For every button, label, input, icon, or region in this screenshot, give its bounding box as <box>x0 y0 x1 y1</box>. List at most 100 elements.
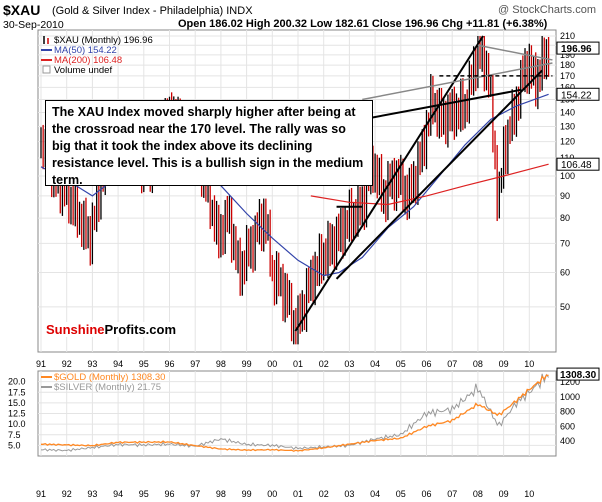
gold-value-label: 1308.30 <box>560 370 597 381</box>
main-y-tick-label: 180 <box>560 60 575 70</box>
main-y-tick-label: 130 <box>560 122 575 132</box>
main-x-tick-label: 95 <box>139 359 149 369</box>
stockcharts-watermark: @ StockCharts.com <box>498 4 596 16</box>
sub-legend-entry: $SILVER (Monthly) 21.75 <box>54 382 161 393</box>
main-x-tick-label: 92 <box>62 359 72 369</box>
sub-y-left-tick-label: 20.0 <box>8 377 26 387</box>
silver-line <box>41 373 549 452</box>
sub-x-tick-label: 93 <box>87 489 97 499</box>
sub-y-right-tick-label: 600 <box>560 421 575 431</box>
sub-y-left-tick-label: 12.5 <box>8 409 26 419</box>
sub-x-tick-label: 03 <box>344 489 354 499</box>
logo-part-sunshine: Sunshine <box>46 322 105 337</box>
logo-part-profits: Profits.com <box>104 322 177 337</box>
main-y-tick-label: 210 <box>560 31 575 41</box>
main-x-tick-label: 05 <box>396 359 406 369</box>
sub-x-tick-label: 05 <box>396 489 406 499</box>
sub-x-tick-label: 95 <box>139 489 149 499</box>
price-label-box <box>556 41 600 55</box>
legend-entry: MA(50) 154.22 <box>54 45 117 56</box>
ma200-line <box>310 163 549 206</box>
sub-x-tick-label: 06 <box>422 489 432 499</box>
sub-x-tick-label: 10 <box>524 489 534 499</box>
main-x-tick-label: 07 <box>447 359 457 369</box>
trendline <box>294 35 484 332</box>
sub-x-tick-label: 00 <box>267 489 277 499</box>
main-x-tick-label: 01 <box>293 359 303 369</box>
annotation-box: The XAU Index moved sharply higher after… <box>45 100 373 187</box>
sub-y-left-tick-label: 10.0 <box>8 419 26 429</box>
main-x-tick-label: 98 <box>216 359 226 369</box>
trendline <box>362 88 522 121</box>
main-y-tick-label: 100 <box>560 171 575 181</box>
main-x-tick-label: 06 <box>422 359 432 369</box>
sub-x-tick-label: 04 <box>370 489 380 499</box>
main-y-tick-label: 170 <box>560 71 575 81</box>
main-y-tick-label: 60 <box>560 267 570 277</box>
chart-name: (Gold & Silver Index - Philadelphia) IND… <box>52 5 253 17</box>
legend-entry: Volume undef <box>54 65 112 76</box>
main-y-tick-label: 70 <box>560 238 570 248</box>
sub-x-tick-label: 92 <box>62 489 72 499</box>
sub-y-left-tick-label: 5.0 <box>8 440 21 450</box>
sub-x-tick-label: 91 <box>36 489 46 499</box>
main-panel-frame <box>37 29 557 353</box>
sub-y-right-tick-label: 1000 <box>560 392 580 402</box>
main-y-tick-label: 120 <box>560 137 575 147</box>
chart-date: 30-Sep-2010 <box>3 19 64 31</box>
main-x-tick-label: 03 <box>344 359 354 369</box>
sub-x-tick-label: 07 <box>447 489 457 499</box>
sub-x-tick-label: 98 <box>216 489 226 499</box>
resistance-line <box>477 44 553 61</box>
main-y-tick-label: 90 <box>560 191 570 201</box>
price-label: 196.96 <box>561 44 592 55</box>
sub-y-left-tick-label: 15.0 <box>8 398 26 408</box>
legend-entry: $XAU (Monthly) 196.96 <box>54 35 153 46</box>
trendline <box>335 69 543 280</box>
sub-x-tick-label: 96 <box>165 489 175 499</box>
main-x-tick-label: 94 <box>113 359 123 369</box>
gold-line <box>41 374 549 452</box>
sub-y-left-tick-label: 17.5 <box>8 387 26 397</box>
sub-y-right-tick-label: 800 <box>560 407 575 417</box>
main-y-tick-label: 80 <box>560 213 570 223</box>
main-x-tick-label: 97 <box>190 359 200 369</box>
main-x-tick-label: 91 <box>36 359 46 369</box>
gold-value-box <box>556 367 600 381</box>
main-x-tick-label: 09 <box>499 359 509 369</box>
main-y-tick-label: 50 <box>560 302 570 312</box>
main-x-tick-label: 96 <box>165 359 175 369</box>
sub-x-tick-label: 99 <box>242 489 252 499</box>
legend-entry: MA(200) 106.48 <box>54 55 122 66</box>
sub-x-tick-label: 09 <box>499 489 509 499</box>
price-label: 154.22 <box>561 90 592 101</box>
sub-y-right-tick-label: 400 <box>560 436 575 446</box>
sunshine-profits-logo: SunshineProfits.com <box>44 322 179 337</box>
sub-legend-entry: $GOLD (Monthly) 1308.30 <box>54 372 165 383</box>
sub-y-left-tick-label: 7.5 <box>8 430 21 440</box>
main-x-tick-label: 08 <box>473 359 483 369</box>
sub-x-tick-label: 01 <box>293 489 303 499</box>
sub-y-right-tick-label: 1200 <box>560 377 580 387</box>
price-label: 106.48 <box>561 160 592 171</box>
main-y-tick-label: 190 <box>560 50 575 60</box>
main-x-tick-label: 10 <box>524 359 534 369</box>
resistance-line <box>362 62 553 101</box>
main-x-tick-label: 93 <box>87 359 97 369</box>
main-x-tick-label: 04 <box>370 359 380 369</box>
sub-x-tick-label: 94 <box>113 489 123 499</box>
main-x-tick-label: 02 <box>319 359 329 369</box>
main-y-tick-label: 160 <box>560 82 575 92</box>
legend-swatch <box>42 65 51 74</box>
main-y-tick-label: 140 <box>560 108 575 118</box>
sub-x-tick-label: 08 <box>473 489 483 499</box>
sub-x-tick-label: 97 <box>190 489 200 499</box>
chart-symbol: $XAU <box>3 2 41 18</box>
sub-x-tick-label: 02 <box>319 489 329 499</box>
price-label-box <box>556 157 600 171</box>
main-x-tick-label: 00 <box>267 359 277 369</box>
quote-line: Open 186.02 High 200.32 Low 182.61 Close… <box>178 18 548 30</box>
price-label-box <box>556 87 600 101</box>
